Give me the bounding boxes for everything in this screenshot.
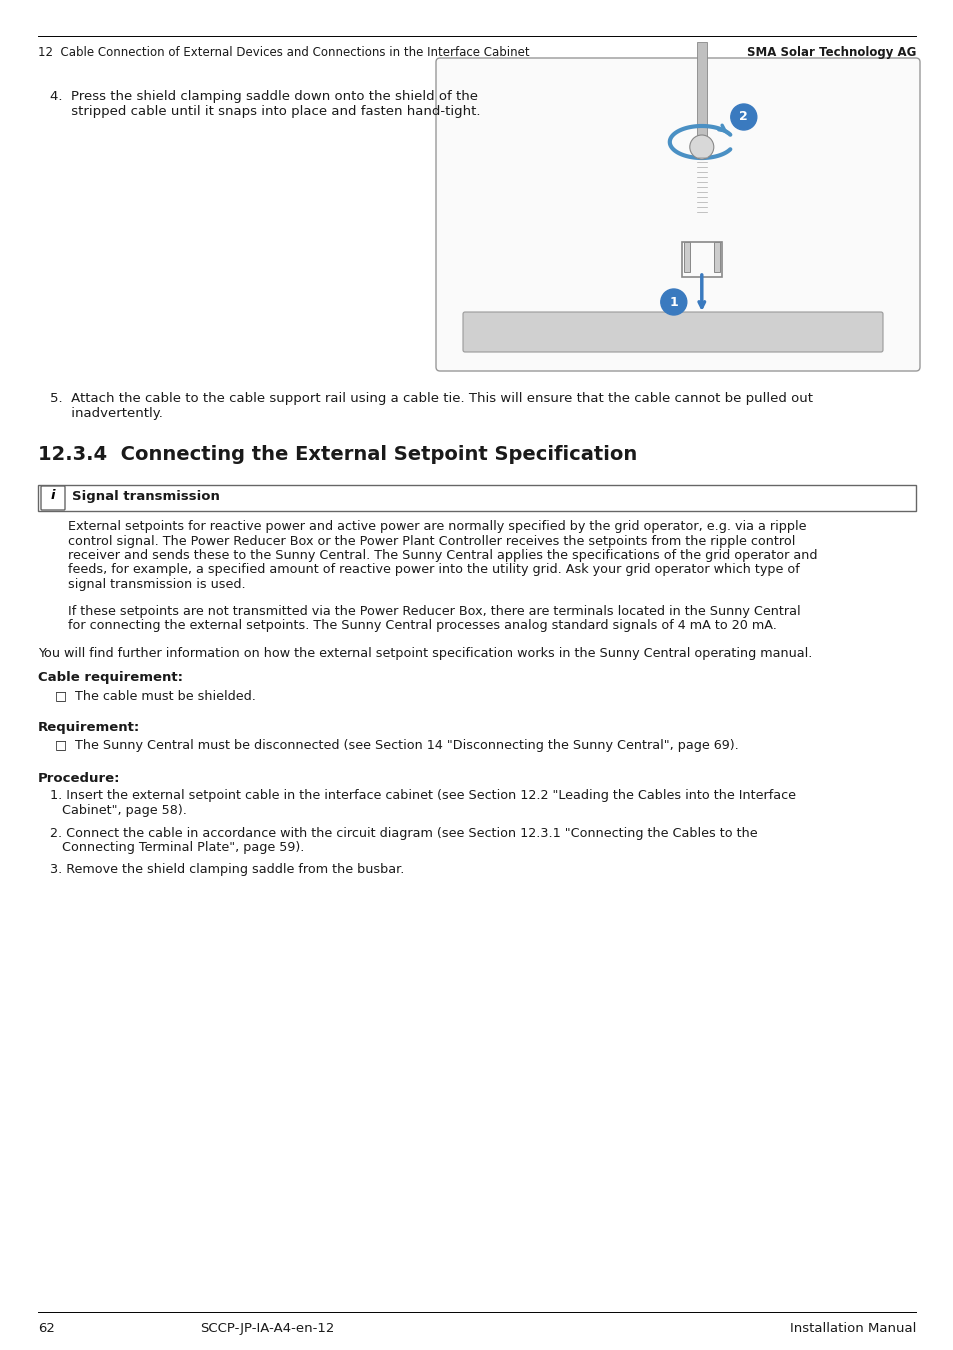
Bar — [696, 42, 706, 157]
Bar — [713, 242, 720, 271]
Text: 1: 1 — [669, 296, 678, 309]
Text: □  The Sunny Central must be disconnected (see Section 14 "Disconnecting the Sun: □ The Sunny Central must be disconnected… — [55, 740, 738, 752]
Text: Signal transmission: Signal transmission — [71, 490, 219, 504]
Bar — [683, 242, 689, 271]
Text: Cabinet", page 58).: Cabinet", page 58). — [50, 805, 187, 817]
Circle shape — [689, 135, 713, 159]
FancyBboxPatch shape — [38, 485, 915, 512]
FancyBboxPatch shape — [462, 312, 882, 352]
Text: receiver and sends these to the Sunny Central. The Sunny Central applies the spe: receiver and sends these to the Sunny Ce… — [68, 549, 817, 562]
Text: SCCP-JP-IA-A4-en-12: SCCP-JP-IA-A4-en-12 — [200, 1322, 334, 1335]
Text: 4.  Press the shield clamping saddle down onto the shield of the: 4. Press the shield clamping saddle down… — [50, 90, 477, 103]
Circle shape — [660, 289, 686, 315]
Text: Installation Manual: Installation Manual — [789, 1322, 915, 1335]
Text: External setpoints for reactive power and active power are normally specified by: External setpoints for reactive power an… — [68, 520, 805, 533]
FancyBboxPatch shape — [41, 486, 65, 510]
Text: □  The cable must be shielded.: □ The cable must be shielded. — [55, 690, 255, 702]
Text: for connecting the external setpoints. The Sunny Central processes analog standa: for connecting the external setpoints. T… — [68, 620, 776, 632]
Text: 1. Insert the external setpoint cable in the interface cabinet (see Section 12.2: 1. Insert the external setpoint cable in… — [50, 790, 795, 802]
Text: feeds, for example, a specified amount of reactive power into the utility grid. : feeds, for example, a specified amount o… — [68, 563, 799, 576]
Text: If these setpoints are not transmitted via the Power Reducer Box, there are term: If these setpoints are not transmitted v… — [68, 605, 800, 617]
Text: signal transmission is used.: signal transmission is used. — [68, 578, 245, 591]
Text: 3. Remove the shield clamping saddle from the busbar.: 3. Remove the shield clamping saddle fro… — [50, 864, 404, 876]
FancyBboxPatch shape — [436, 58, 919, 371]
Text: control signal. The Power Reducer Box or the Power Plant Controller receives the: control signal. The Power Reducer Box or… — [68, 535, 795, 548]
Text: 12  Cable Connection of External Devices and Connections in the Interface Cabine: 12 Cable Connection of External Devices … — [38, 46, 529, 59]
Text: Cable requirement:: Cable requirement: — [38, 671, 183, 684]
Text: Requirement:: Requirement: — [38, 721, 140, 734]
Text: 2. Connect the cable in accordance with the circuit diagram (see Section 12.3.1 : 2. Connect the cable in accordance with … — [50, 826, 757, 840]
Text: Procedure:: Procedure: — [38, 771, 120, 784]
Text: inadvertently.: inadvertently. — [50, 406, 163, 420]
Circle shape — [730, 104, 756, 130]
Text: 2: 2 — [739, 111, 747, 123]
Text: stripped cable until it snaps into place and fasten hand-tight.: stripped cable until it snaps into place… — [50, 105, 480, 117]
Text: 62: 62 — [38, 1322, 55, 1335]
Bar — [681, 242, 721, 277]
Text: You will find further information on how the external setpoint specification wor: You will find further information on how… — [38, 648, 812, 660]
Text: Connecting Terminal Plate", page 59).: Connecting Terminal Plate", page 59). — [50, 841, 304, 855]
Text: 12.3.4  Connecting the External Setpoint Specification: 12.3.4 Connecting the External Setpoint … — [38, 446, 637, 464]
Text: 5.  Attach the cable to the cable support rail using a cable tie. This will ensu: 5. Attach the cable to the cable support… — [50, 392, 812, 405]
Text: SMA Solar Technology AG: SMA Solar Technology AG — [746, 46, 915, 59]
Text: i: i — [51, 489, 55, 502]
